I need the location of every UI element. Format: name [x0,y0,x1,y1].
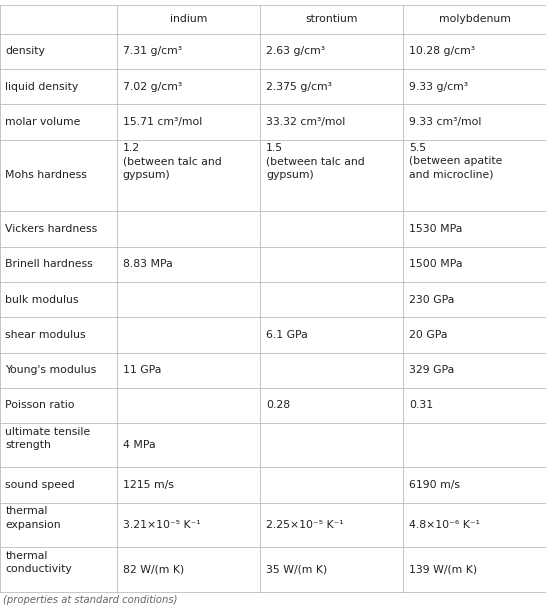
Text: 1530 MPa: 1530 MPa [409,224,462,234]
Text: thermal
expansion: thermal expansion [5,507,61,530]
Text: 8.83 MPa: 8.83 MPa [123,260,173,269]
Text: Poisson ratio: Poisson ratio [5,400,75,410]
Text: sound speed: sound speed [5,480,75,490]
Text: Vickers hardness: Vickers hardness [5,224,98,234]
Text: 0.31: 0.31 [409,400,433,410]
Text: 1500 MPa: 1500 MPa [409,260,462,269]
Text: 1215 m/s: 1215 m/s [123,480,174,490]
Text: 15.71 cm³/mol: 15.71 cm³/mol [123,117,202,127]
Text: 7.02 g/cm³: 7.02 g/cm³ [123,82,182,92]
Text: 2.25×10⁻⁵ K⁻¹: 2.25×10⁻⁵ K⁻¹ [266,520,343,530]
Text: 0.28: 0.28 [266,400,290,410]
Text: 20 GPa: 20 GPa [409,330,448,340]
Text: 2.63 g/cm³: 2.63 g/cm³ [266,46,325,57]
Text: (properties at standard conditions): (properties at standard conditions) [3,595,177,605]
Text: 11 GPa: 11 GPa [123,365,161,375]
Text: 9.33 cm³/mol: 9.33 cm³/mol [409,117,482,127]
Text: 230 GPa: 230 GPa [409,295,454,304]
Text: 35 W/(m K): 35 W/(m K) [266,565,327,574]
Text: Young's modulus: Young's modulus [5,365,97,375]
Text: molybdenum: molybdenum [439,14,511,25]
Text: molar volume: molar volume [5,117,81,127]
Text: 3.21×10⁻⁵ K⁻¹: 3.21×10⁻⁵ K⁻¹ [123,520,200,530]
Text: density: density [5,46,45,57]
Text: 2.375 g/cm³: 2.375 g/cm³ [266,82,332,92]
Text: 4 MPa: 4 MPa [123,440,156,450]
Text: Mohs hardness: Mohs hardness [5,170,87,180]
Text: 6190 m/s: 6190 m/s [409,480,460,490]
Text: 9.33 g/cm³: 9.33 g/cm³ [409,82,468,92]
Text: 82 W/(m K): 82 W/(m K) [123,565,184,574]
Text: bulk modulus: bulk modulus [5,295,79,304]
Text: 10.28 g/cm³: 10.28 g/cm³ [409,46,475,57]
Text: Brinell hardness: Brinell hardness [5,260,93,269]
Text: ultimate tensile
strength: ultimate tensile strength [5,427,91,450]
Text: 5.5
(between apatite
and microcline): 5.5 (between apatite and microcline) [409,143,502,180]
Text: 6.1 GPa: 6.1 GPa [266,330,307,340]
Text: shear modulus: shear modulus [5,330,86,340]
Text: liquid density: liquid density [5,82,79,92]
Text: 1.2
(between talc and
gypsum): 1.2 (between talc and gypsum) [123,143,222,180]
Text: 7.31 g/cm³: 7.31 g/cm³ [123,46,182,57]
Text: indium: indium [170,14,207,25]
Text: thermal
conductivity: thermal conductivity [5,551,72,574]
Text: 1.5
(between talc and
gypsum): 1.5 (between talc and gypsum) [266,143,365,180]
Text: 329 GPa: 329 GPa [409,365,454,375]
Text: 139 W/(m K): 139 W/(m K) [409,565,477,574]
Text: 33.32 cm³/mol: 33.32 cm³/mol [266,117,345,127]
Text: strontium: strontium [306,14,358,25]
Text: 4.8×10⁻⁶ K⁻¹: 4.8×10⁻⁶ K⁻¹ [409,520,480,530]
